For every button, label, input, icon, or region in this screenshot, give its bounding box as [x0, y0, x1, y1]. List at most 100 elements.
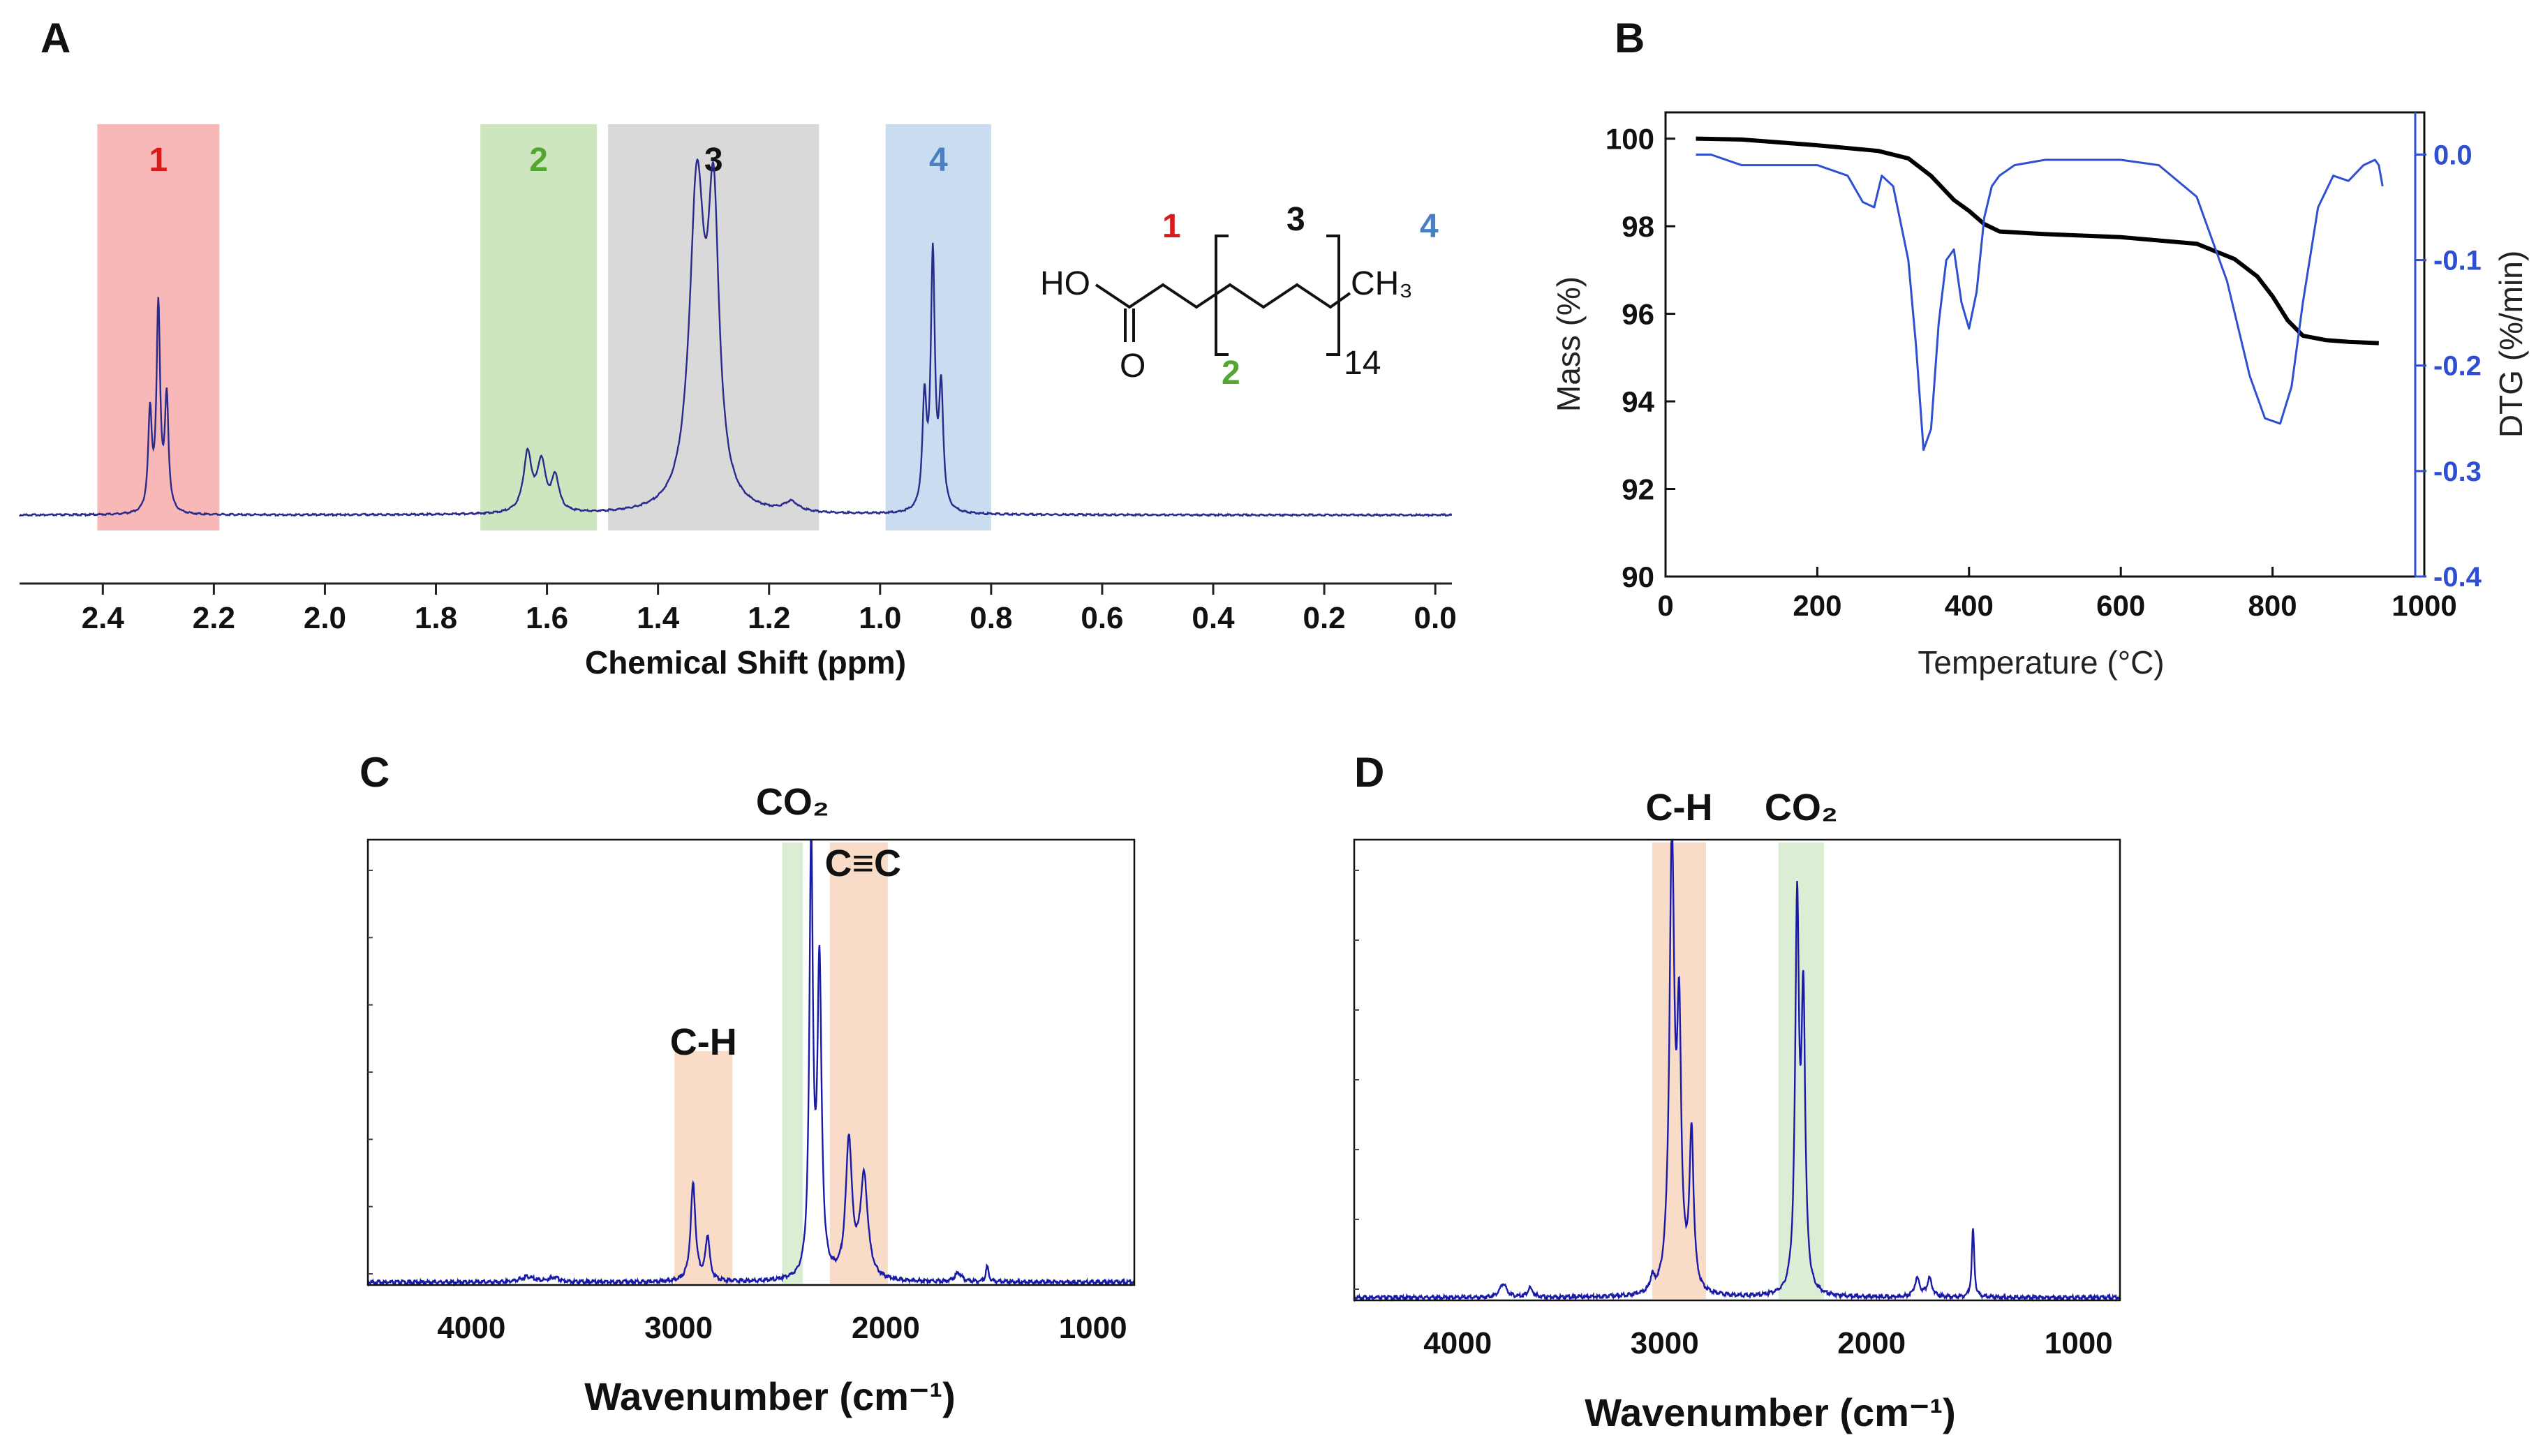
- ir-c-band-label-2: CO₂: [756, 781, 829, 823]
- tga-x-axis-title: Temperature (°C): [1918, 644, 2164, 681]
- ir-d-x-tick-label: 1000: [2045, 1326, 2113, 1360]
- tga-y2-tick-label: -0.2: [2433, 351, 2482, 382]
- ir-c-band-1: [674, 1051, 733, 1284]
- tga-y-axis-title: Mass (%): [1550, 276, 1587, 412]
- nmr-x-tick-label: 2.2: [193, 601, 235, 635]
- tga-panel: 0 200 400 600 800 1000 90 92 94 96 98 100 0.0 -0.1 -0.…: [1550, 111, 2529, 681]
- tga-y-tick-label: 94: [1622, 385, 1654, 418]
- tga-y-tick-label: 96: [1622, 298, 1654, 331]
- nmr-band-4: [885, 124, 991, 530]
- ir-d-x-axis-title: Wavenumber (cm⁻¹): [1585, 1390, 1956, 1434]
- tga-y2-axis-title: DTG (%/min): [2493, 251, 2529, 438]
- tga-y2-tick-label: 0.0: [2433, 140, 2472, 170]
- nmr-panel: 1 2 3 4 2.4 2.2 2.0 1.8 1.6 1.4 1.2 1.0 0.8 0.6 0.4 0.…: [19, 124, 1457, 681]
- ir-panel-c: C-H CO₂ C≡C 4000 3000 2000 1000 Wavenumber (c…: [366, 781, 1136, 1418]
- tga-x-tick-label: 600: [2096, 589, 2145, 622]
- molecule-ho: HO: [1040, 265, 1090, 302]
- molecule-bracket-left: [1215, 235, 1229, 356]
- ir-d-x-tick-label: 2000: [1837, 1326, 1906, 1360]
- ir-c-ticks: 4000 3000 2000 1000: [368, 870, 1127, 1345]
- ir-c-frame: [366, 838, 1136, 1286]
- molecule-o: O: [1120, 348, 1145, 385]
- tga-y2-tick-label: -0.4: [2433, 562, 2482, 593]
- tga-x-tick-label: 200: [1793, 589, 1841, 622]
- tga-y-tick-label: 92: [1622, 473, 1654, 506]
- ir-d-ticks: 4000 3000 2000 1000: [1354, 870, 2113, 1360]
- ir-c-x-tick-label: 1000: [1059, 1311, 1127, 1345]
- nmr-x-tick-label: 0.0: [1414, 601, 1457, 635]
- ir-c-band-3: [829, 842, 888, 1284]
- ir-c-bands: C-H CO₂ C≡C: [670, 781, 901, 1284]
- nmr-x-ticks: 2.4 2.2 2.0 1.8 1.6 1.4 1.2 1.0 0.8 0.6 0.4 0.2 0.0: [82, 584, 1457, 635]
- ir-d-band-label-1: C-H: [1645, 787, 1712, 829]
- tga-y-tick-label: 90: [1622, 560, 1654, 593]
- tga-y-tick-label: 98: [1622, 210, 1654, 243]
- tga-x-tick-label: 1000: [2392, 589, 2456, 622]
- molecule-label-1: 1: [1162, 208, 1181, 245]
- tga-y2-tick-label: -0.3: [2433, 456, 2482, 487]
- tga-y2-tick-label: -0.1: [2433, 246, 2482, 276]
- nmr-spectrum-line: [19, 158, 1453, 518]
- molecule-label-4: 4: [1420, 208, 1439, 245]
- nmr-band-3: [608, 124, 820, 530]
- nmr-band-label-2: 2: [529, 142, 548, 179]
- ir-d-band-2: [1778, 842, 1825, 1299]
- ir-d-bands: C-H CO₂: [1645, 787, 1838, 1299]
- ir-c-x-tick-label: 4000: [437, 1311, 505, 1345]
- ir-c-band-2: [782, 842, 803, 1284]
- nmr-x-tick-label: 2.4: [82, 601, 125, 635]
- ir-d-frame: [1353, 838, 2121, 1302]
- nmr-x-tick-label: 1.8: [415, 601, 457, 635]
- panel-letter-b: B: [1615, 15, 1645, 61]
- nmr-x-tick-label: 1.0: [859, 601, 901, 635]
- ir-d-band-1: [1652, 842, 1707, 1299]
- ir-c-spectrum-line: [366, 839, 1135, 1287]
- ir-d-band-label-2: CO₂: [1765, 787, 1838, 829]
- nmr-x-tick-label: 0.6: [1081, 601, 1123, 635]
- ir-c-x-tick-label: 3000: [644, 1311, 713, 1345]
- tga-series-dtg: [1696, 154, 2384, 452]
- nmr-x-tick-label: 1.4: [637, 601, 680, 635]
- tga-x-tick-label: 400: [1945, 589, 1994, 622]
- tga-x-tick-label: 800: [2248, 589, 2297, 622]
- ir-c-x-axis-title: Wavenumber (cm⁻¹): [584, 1374, 956, 1418]
- tga-frame: [1664, 111, 2426, 578]
- tga-y-tick-label: 100: [1606, 123, 1654, 156]
- molecule-chain: [1095, 283, 1351, 309]
- nmr-x-tick-label: 1.6: [526, 601, 568, 635]
- ir-panel-d: C-H CO₂ 4000 3000 2000 1000 Wavenumber (cm⁻¹…: [1353, 787, 2121, 1434]
- ir-d-x-axis-title-text: Wavenumber (cm⁻¹): [1585, 1390, 1956, 1434]
- nmr-x-tick-label: 1.2: [748, 601, 790, 635]
- panel-letter-d: D: [1354, 749, 1384, 796]
- ir-c-x-axis-title-text: Wavenumber (cm⁻¹): [584, 1374, 956, 1418]
- tga-ticks: 0 200 400 600 800 1000 90 92 94 96 98 100 0.0 -0.1 -0.…: [1606, 123, 2482, 622]
- molecule-ch3: CH₃: [1351, 265, 1413, 302]
- nmr-band-label-4: 4: [929, 142, 948, 179]
- nmr-x-tick-label: 2.0: [304, 601, 346, 635]
- ir-d-x-tick-label: 4000: [1423, 1326, 1492, 1360]
- molecule-repeat-count: 14: [1344, 345, 1381, 382]
- nmr-band-2: [480, 124, 598, 530]
- tga-x-tick-label: 0: [1657, 589, 1673, 622]
- panel-letter-c: C: [359, 749, 390, 796]
- nmr-x-tick-label: 0.2: [1303, 601, 1345, 635]
- nmr-band-label-1: 1: [149, 142, 168, 179]
- molecule-bracket-right: [1326, 235, 1340, 356]
- nmr-x-tick-label: 0.4: [1192, 601, 1235, 635]
- molecule-label-3: 3: [1286, 201, 1305, 238]
- ir-d-x-tick-label: 3000: [1631, 1326, 1699, 1360]
- nmr-x-tick-label: 0.8: [970, 601, 1012, 635]
- molecule-structure: HO O CH₃ 14 1 2 3 4: [1040, 201, 1439, 392]
- tga-series-mass: [1696, 136, 2379, 346]
- ir-c-band-label-1: C-H: [670, 1021, 737, 1063]
- ir-c-band-label-3: C≡C: [825, 842, 902, 884]
- panel-letter-a: A: [40, 15, 71, 61]
- ir-c-x-tick-label: 2000: [852, 1311, 920, 1345]
- ir-d-spectrum-line: [1353, 839, 2121, 1302]
- molecule-label-2: 2: [1222, 355, 1240, 392]
- tga-lines: [1696, 136, 2384, 452]
- nmr-x-axis-title: Chemical Shift (ppm): [585, 644, 906, 681]
- nmr-band-1: [97, 124, 220, 530]
